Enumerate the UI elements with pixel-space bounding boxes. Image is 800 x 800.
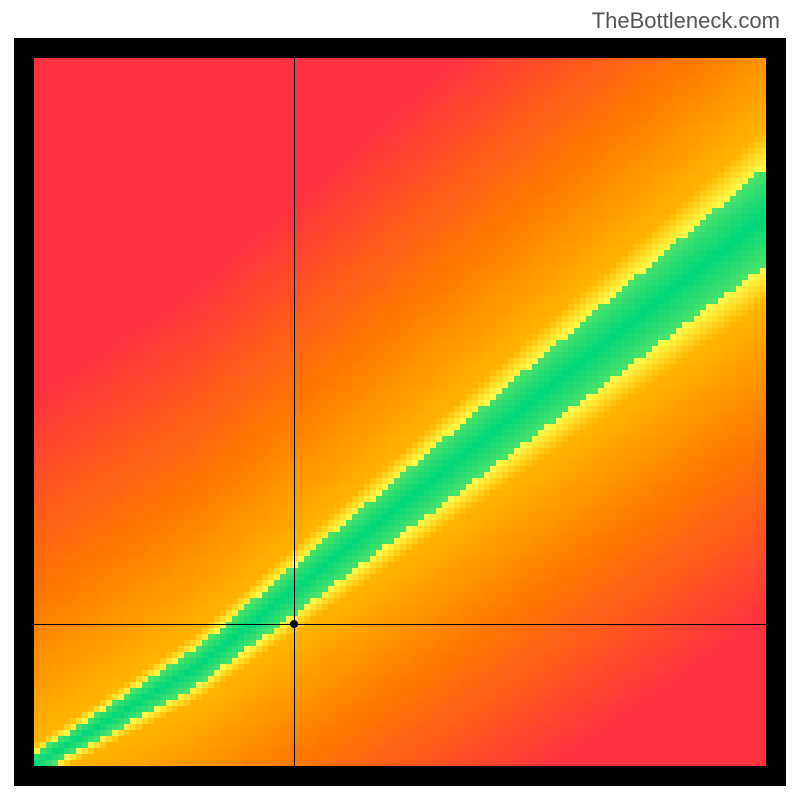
chart-container: TheBottleneck.com (0, 0, 800, 800)
marker-dot (290, 620, 298, 628)
crosshair-vertical (294, 58, 295, 766)
watermark-text: TheBottleneck.com (592, 8, 780, 34)
crosshair-horizontal (34, 624, 766, 625)
plot-area (34, 58, 766, 766)
chart-frame (14, 38, 786, 786)
heatmap-canvas (34, 58, 766, 766)
